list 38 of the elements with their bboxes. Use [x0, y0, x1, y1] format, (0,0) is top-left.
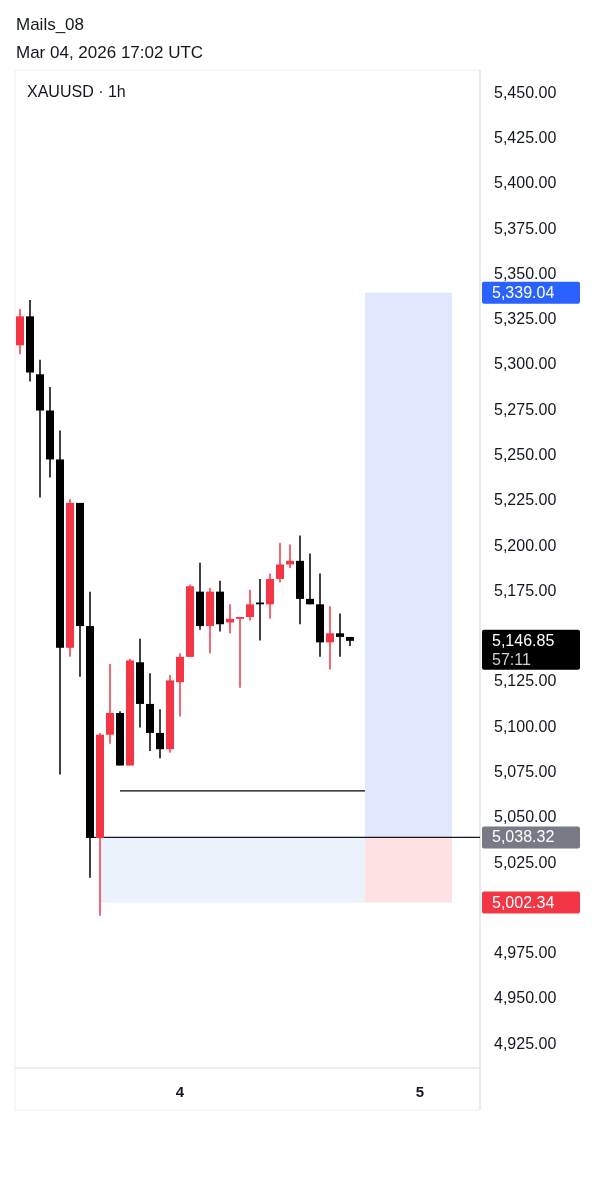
band-label: 5,339.04	[492, 283, 555, 301]
text: 5,146.85	[492, 631, 555, 649]
text: Mails_08	[16, 15, 85, 34]
y-tick-label: 5,125.00	[494, 672, 557, 690]
text: Mar 04, 2026 17:02 UTC	[16, 43, 204, 62]
candlestick	[306, 552, 314, 606]
y-tick-label: 4,975.00	[494, 944, 557, 962]
y-tick-label: 5,050.00	[494, 808, 557, 826]
y-tick-label: 5,025.00	[494, 853, 557, 871]
x-tick-label: 4	[175, 1083, 185, 1100]
text: 57:11	[492, 650, 531, 668]
candlestick	[276, 541, 284, 584]
y-tick-label: 4,950.00	[494, 989, 557, 1007]
y-tick-label: 5,075.00	[494, 762, 557, 780]
x-tick-label: 5	[415, 1083, 425, 1100]
candlestick	[156, 708, 164, 760]
candlestick	[106, 663, 114, 745]
y-tick-label: 5,450.00	[494, 83, 557, 101]
candlestick	[326, 605, 334, 671]
band-label: 5,002.34	[492, 893, 555, 911]
y-tick-label: 5,325.00	[494, 310, 557, 328]
y-tick-label: 4,925.00	[494, 1034, 557, 1052]
ref-line-label: 5,038.32	[492, 828, 555, 846]
y-tick-label: 5,375.00	[494, 219, 557, 237]
candlestick	[246, 589, 254, 622]
candlestick	[336, 612, 344, 658]
y-tick-label: 5,100.00	[494, 717, 557, 735]
y-tick-label: 5,175.00	[494, 581, 557, 599]
y-tick-label: 5,425.00	[494, 129, 557, 147]
candlestick	[236, 616, 244, 689]
y-tick-label: 5,350.00	[494, 264, 557, 282]
y-tick-label: 5,275.00	[494, 400, 557, 418]
y-tick-label: 5,200.00	[494, 536, 557, 554]
text: XAUUSD · 1h	[27, 83, 126, 100]
y-tick-label: 5,400.00	[494, 174, 557, 192]
y-tick-label: 5,300.00	[494, 355, 557, 373]
y-tick-label: 5,225.00	[494, 491, 557, 509]
y-tick-label: 5,250.00	[494, 445, 557, 463]
